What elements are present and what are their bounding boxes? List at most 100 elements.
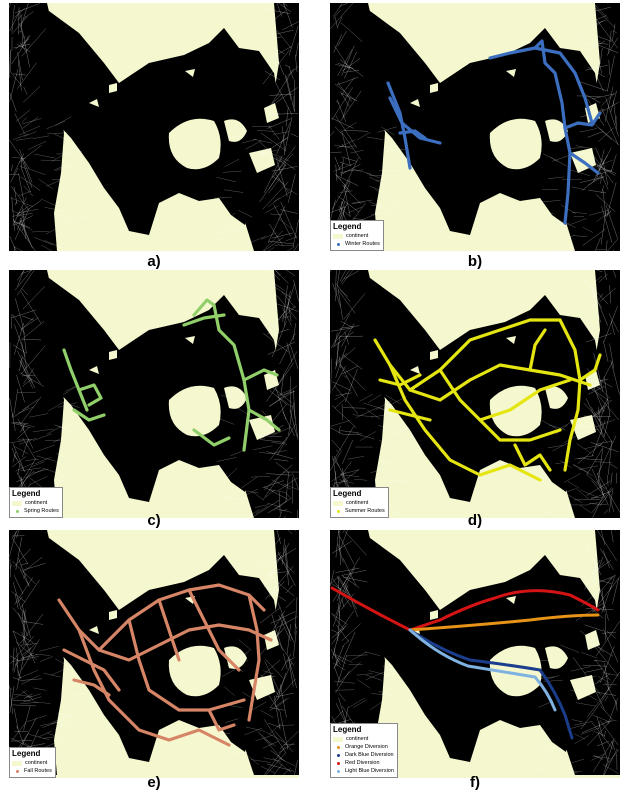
route-line-3 — [438, 368, 562, 442]
legend-label: continent — [25, 500, 48, 506]
legend-label: Orange Diversion — [345, 744, 388, 750]
legend-dot — [337, 509, 340, 513]
route-line-8 — [378, 373, 422, 387]
legend: Legend continent Summer Routes — [330, 487, 389, 518]
land-mass — [224, 119, 247, 142]
map-a — [9, 3, 299, 251]
legend-swatch — [333, 500, 343, 506]
legend-item: continent — [333, 232, 380, 240]
island-sea — [470, 168, 484, 178]
legend-label: continent — [25, 760, 48, 766]
route-line-4 — [386, 81, 412, 170]
legend: Legend continent Fall Routes — [9, 747, 56, 778]
legend-dot — [337, 745, 340, 749]
route-line-8 — [72, 678, 111, 697]
route-line-9 — [207, 708, 236, 732]
land-mass — [185, 69, 195, 77]
island-sea — [478, 450, 490, 465]
map-c — [9, 270, 299, 518]
island-sea — [193, 440, 204, 452]
island-sea — [470, 695, 484, 705]
shipping-tracks — [9, 530, 299, 775]
panel-label-a: a) — [147, 253, 161, 270]
land-mass — [570, 675, 596, 700]
land-mass — [168, 385, 221, 437]
island-sea — [495, 698, 508, 712]
island-sea — [193, 173, 204, 185]
route-line-6 — [513, 443, 552, 472]
route-line-6 — [72, 408, 106, 422]
route-line-5 — [157, 598, 181, 662]
route-line-4 — [558, 318, 582, 472]
legend-dot — [16, 509, 19, 513]
route-line-3 — [127, 618, 246, 712]
map-d — [330, 270, 620, 518]
land-mass — [264, 103, 279, 123]
route-line-7 — [528, 328, 547, 372]
land-mass — [224, 386, 247, 409]
legend-swatch — [333, 736, 343, 742]
map-f — [330, 530, 620, 775]
legend-label: continent — [346, 233, 369, 239]
legend: Legend continent Spring Routes — [9, 487, 63, 518]
legend-dot — [16, 769, 19, 773]
route-line-10 — [578, 353, 602, 382]
island-sea — [478, 710, 490, 725]
land-mass — [168, 118, 221, 170]
legend-item: Fall Routes — [12, 767, 52, 775]
red-diversion — [330, 586, 600, 632]
route-line-7 — [192, 428, 231, 447]
land-mass — [489, 645, 542, 697]
legend-label: continent — [346, 736, 369, 742]
legend-label: Summer Routes — [345, 508, 385, 514]
route-line-5 — [478, 378, 572, 422]
legend-label: Red Diversion — [345, 760, 380, 766]
island-sea — [478, 183, 490, 198]
diversion-routes — [330, 586, 600, 740]
island-sea — [470, 435, 484, 445]
route-set-b — [386, 39, 602, 225]
shipping-tracks — [9, 270, 299, 518]
light-blue-diversion — [408, 628, 557, 712]
island-sea — [174, 438, 187, 452]
legend-title: Legend — [12, 749, 41, 758]
map-panel-b: Legend continent Winter Routes — [330, 3, 620, 251]
island-sea — [514, 700, 525, 712]
arctic-ocean — [355, 278, 602, 502]
island-sea — [157, 450, 169, 465]
land-mass — [410, 366, 420, 374]
legend-title: Legend — [12, 489, 41, 498]
legend-item: Orange Diversion — [333, 743, 394, 751]
legend-swatch — [12, 500, 22, 506]
route-line-6 — [398, 129, 427, 140]
legend-dot — [337, 761, 340, 765]
island-sea — [174, 171, 187, 185]
panel-label-c: c) — [147, 512, 161, 529]
land-mass — [506, 69, 516, 77]
route-line-5 — [77, 383, 103, 407]
arctic-ocean — [355, 11, 602, 235]
land-mass — [430, 610, 438, 620]
route-line-0 — [192, 298, 251, 452]
land-mass — [545, 646, 568, 669]
legend-title: Legend — [333, 222, 362, 231]
land-mass — [109, 83, 117, 93]
legend-dot — [337, 242, 340, 246]
legend-swatch — [333, 233, 343, 239]
route-line-1 — [77, 628, 231, 747]
land-mass — [430, 350, 438, 360]
route-line-1 — [388, 363, 542, 482]
map-panel-f: Legend continent Orange Diversion Dark Blue… — [330, 530, 620, 778]
land-mass — [168, 645, 221, 697]
land-mass — [410, 99, 420, 107]
land-mass — [224, 646, 247, 669]
panel-label-e: e) — [147, 774, 161, 791]
route-line-1 — [488, 46, 594, 125]
route-line-2 — [408, 363, 592, 402]
route-line-3 — [247, 408, 281, 432]
arctic-ocean — [355, 538, 602, 762]
map-panel-c: Legend continent Spring Routes — [9, 270, 299, 518]
legend-title: Legend — [333, 725, 362, 734]
map-panel-e: Legend continent Fall Routes — [9, 530, 299, 778]
island-sea — [149, 168, 163, 178]
